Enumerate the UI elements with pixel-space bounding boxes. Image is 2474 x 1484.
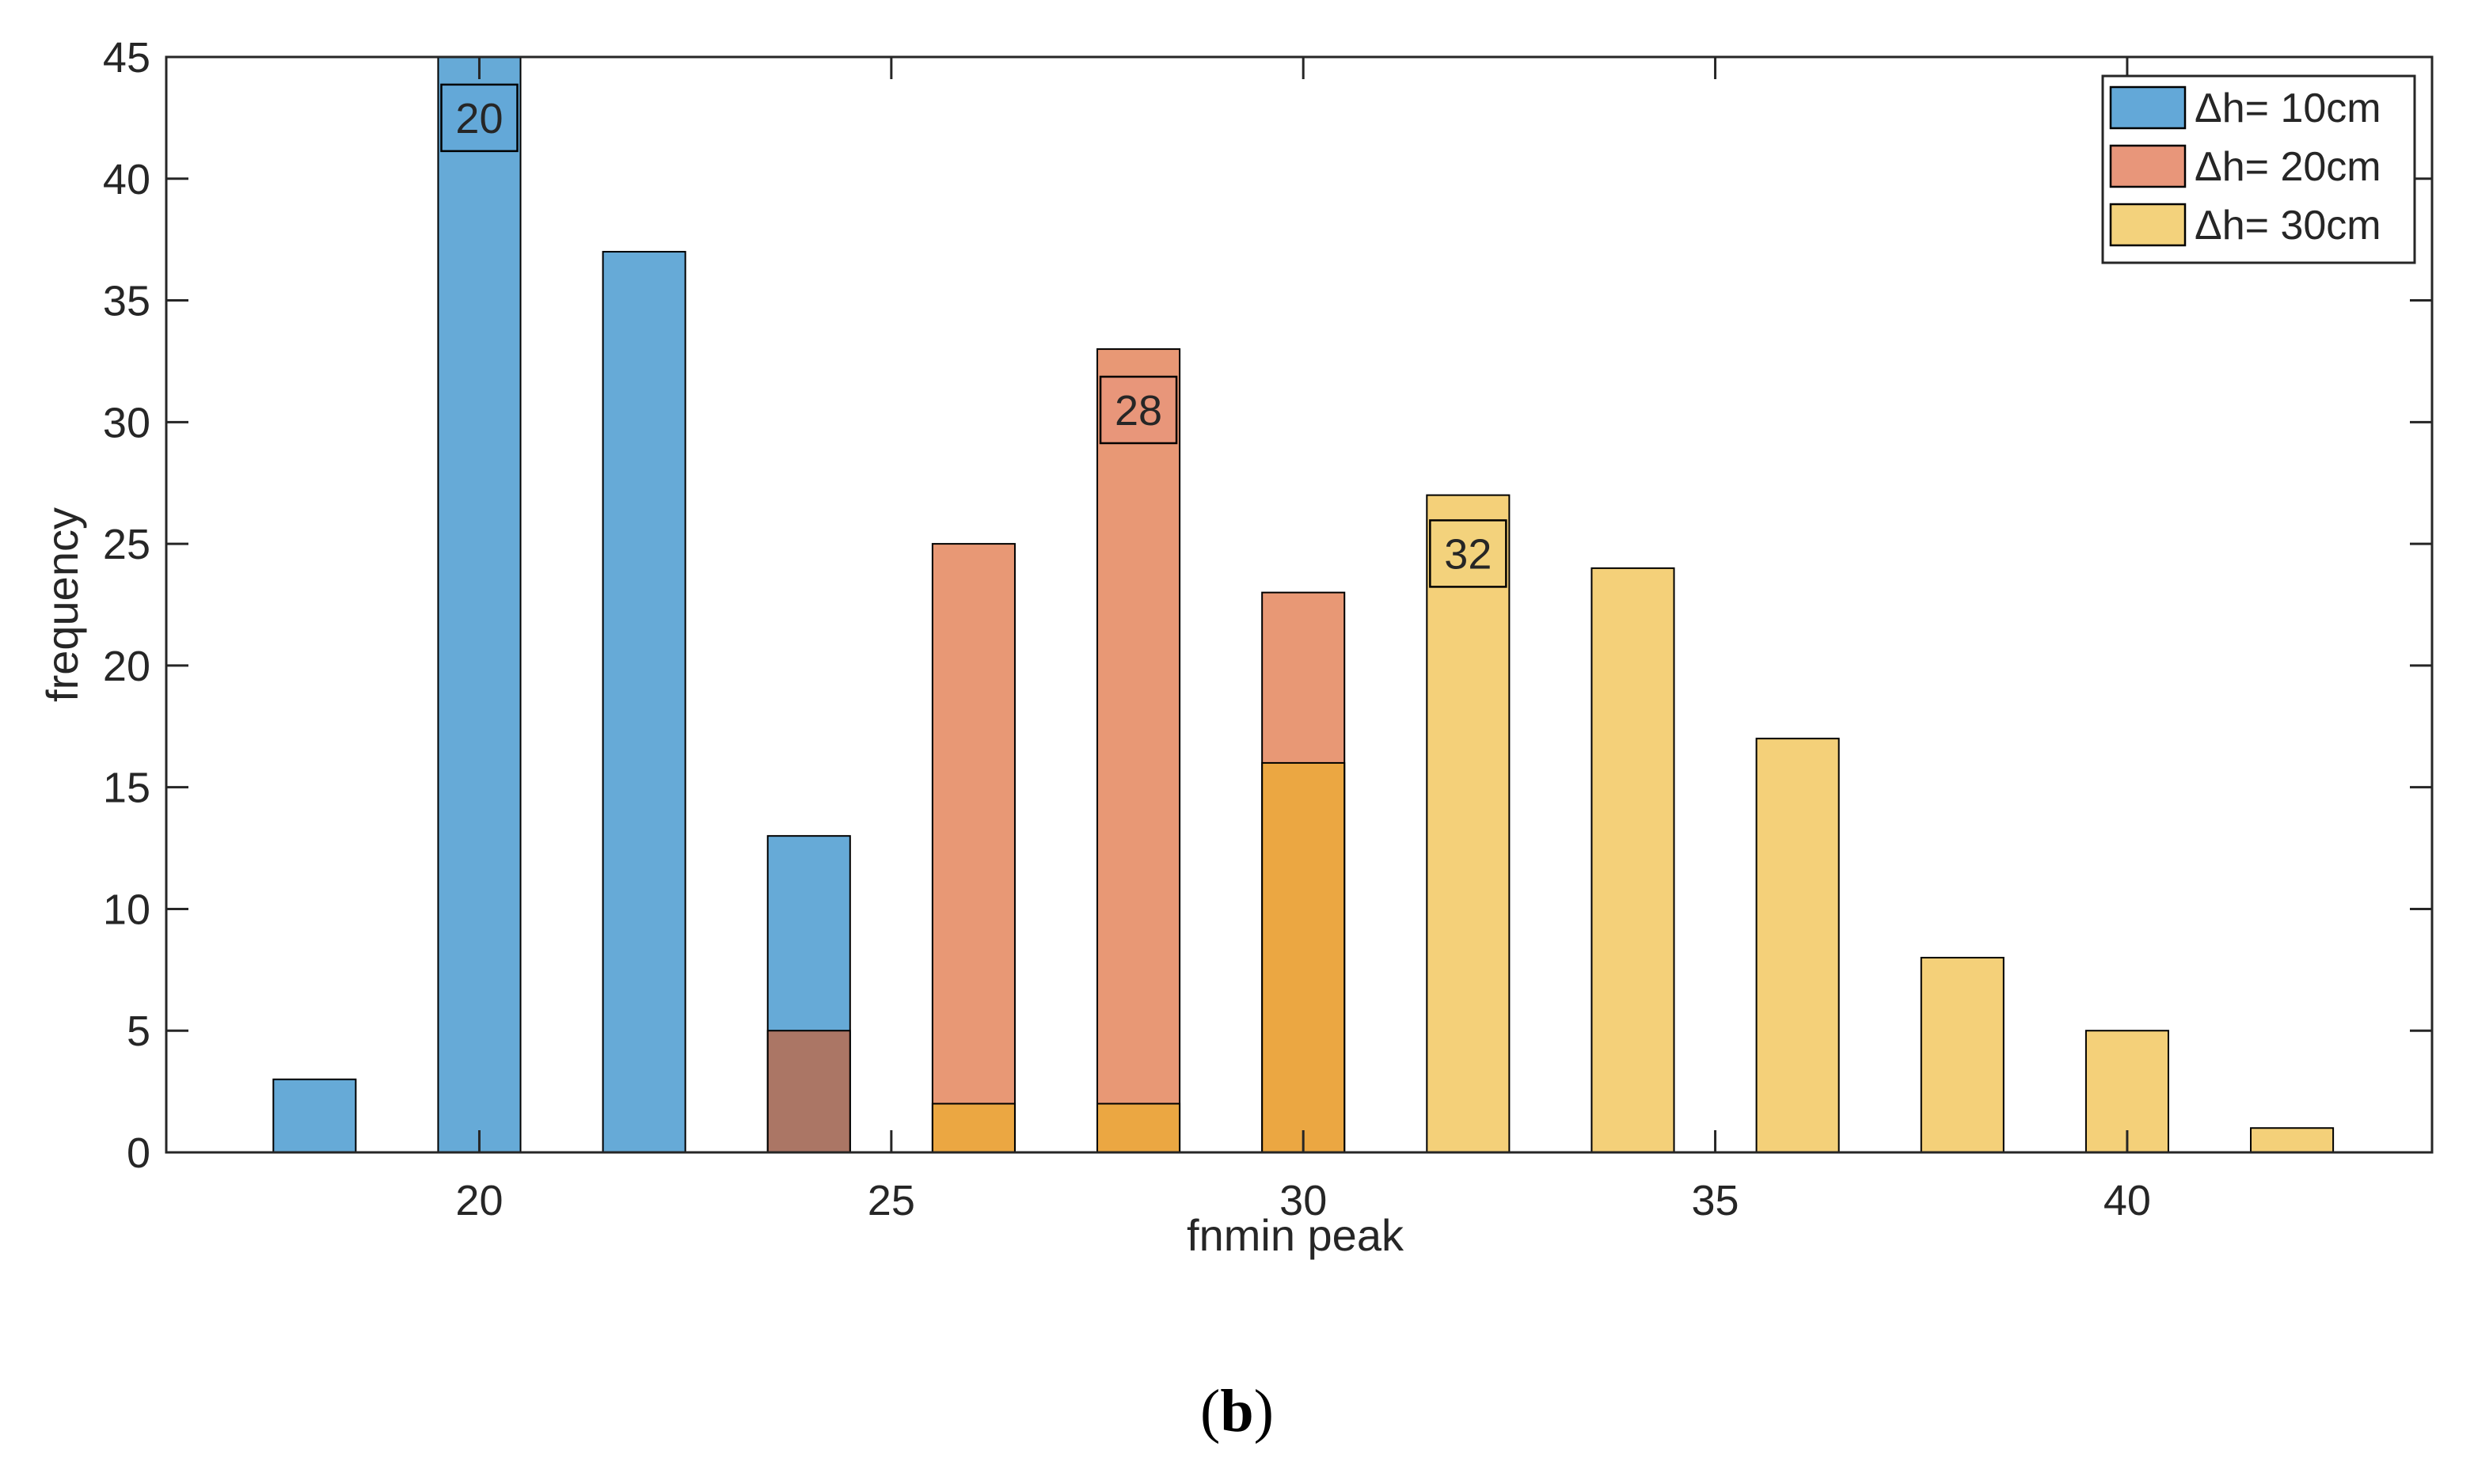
y-axis-label: frequency [37, 507, 87, 702]
series-h-30cm [931, 494, 2335, 1154]
bar [766, 1030, 851, 1153]
peak-label-box [440, 83, 519, 153]
ticks-layer [166, 55, 2432, 1154]
peak-label-box [1429, 519, 1507, 588]
bar [1426, 494, 1511, 1153]
bar [931, 543, 1016, 1153]
y-tick-label: 30 [103, 399, 150, 446]
x-tick-label: 40 [2103, 1177, 2151, 1224]
peak-label: 28 [1115, 387, 1162, 435]
legend: Δh= 10cm Δh= 20cm Δh= 30cm [2101, 74, 2416, 264]
bar [272, 1078, 357, 1153]
y-tick-label: 45 [103, 34, 150, 82]
series-h-10cm [272, 56, 851, 1153]
legend-label: Δh= 20cm [2195, 144, 2381, 190]
x-tick-labels: 20 25 30 35 40 [455, 1177, 2151, 1224]
bar [602, 251, 686, 1153]
y-tick-label: 0 [127, 1129, 150, 1177]
y-tick-label: 25 [103, 521, 150, 568]
x-axis-label: fnmin peak [1187, 1210, 1404, 1260]
y-tick-label: 20 [103, 643, 150, 690]
bar [1096, 348, 1181, 1154]
x-tick-label: 25 [868, 1177, 915, 1224]
bars-layer [272, 56, 2335, 1154]
x-tick-label: 35 [1692, 1177, 1739, 1224]
bar [1096, 1103, 1181, 1154]
bar [1590, 567, 1675, 1153]
caption-letter: b [1220, 1378, 1254, 1444]
y-tick-label: 40 [103, 156, 150, 203]
figure-caption: (b) [0, 1377, 2474, 1446]
y-tick-label: 15 [103, 765, 150, 812]
plot-frame [165, 55, 2434, 1154]
legend-label: Δh= 10cm [2195, 85, 2381, 131]
series-h-20cm [766, 348, 1346, 1154]
bar [2250, 1127, 2335, 1153]
legend-label: Δh= 30cm [2195, 203, 2381, 249]
y-tick-labels: 0 5 10 15 20 25 30 35 40 45 [103, 34, 150, 1177]
x-tick-label: 20 [455, 1177, 503, 1224]
legend-swatch [2109, 85, 2187, 130]
peak-labels-layer: 20 28 32 [440, 83, 1507, 588]
y-tick-label: 10 [103, 886, 150, 933]
x-tick-label: 30 [1279, 1177, 1327, 1224]
bar [1755, 738, 1840, 1153]
peak-label: 32 [1444, 530, 1492, 578]
caption-open: ( [1200, 1378, 1221, 1444]
y-tick-label: 35 [103, 278, 150, 325]
peak-label: 20 [455, 95, 503, 142]
bar [437, 56, 522, 1153]
legend-swatch [2109, 203, 2187, 247]
y-tick-label: 5 [127, 1008, 150, 1055]
bar [1920, 956, 2005, 1154]
caption-close: ) [1253, 1378, 1274, 1444]
bar [1261, 761, 1346, 1154]
legend-swatch [2109, 144, 2187, 188]
bar [931, 1103, 1016, 1154]
peak-label-box [1099, 375, 1178, 445]
